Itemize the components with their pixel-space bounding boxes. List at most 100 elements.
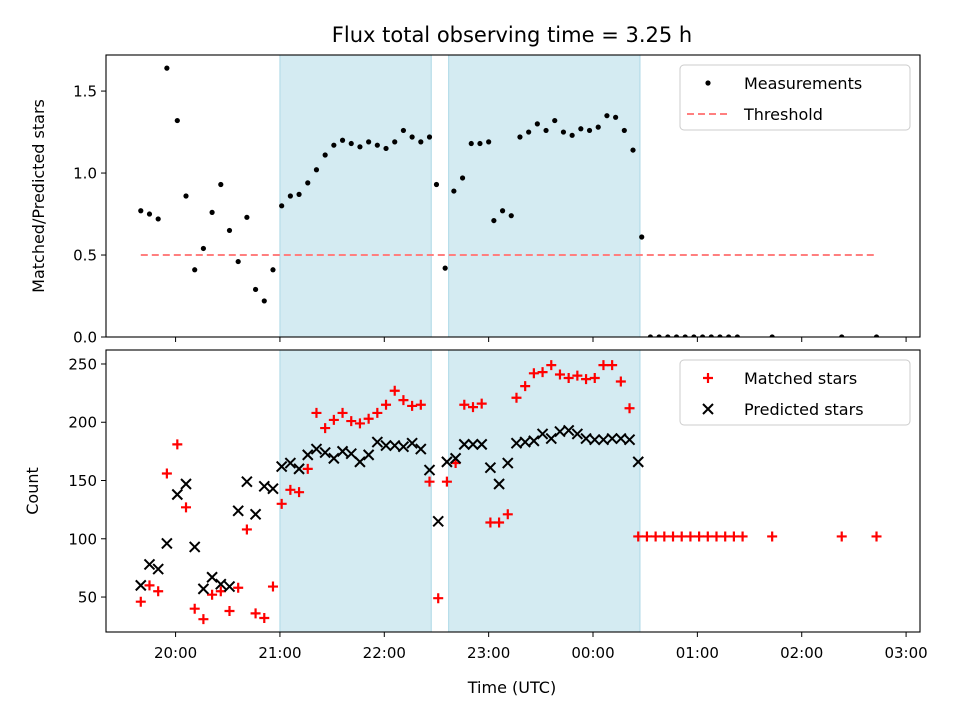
matched-stars-point-53 xyxy=(598,360,609,371)
matched-stars-point-64 xyxy=(694,531,705,542)
predicted-stars-point-20 xyxy=(310,443,323,455)
x-tick-label-6: 02:00 xyxy=(780,644,823,662)
measurements-point-41 xyxy=(491,217,497,224)
top-plot-area xyxy=(138,65,880,337)
measurements-point-55 xyxy=(613,114,619,120)
predicted-stars-point-3 xyxy=(161,537,173,550)
measurements-point-8 xyxy=(209,209,215,215)
matched-stars-point-39 xyxy=(476,398,487,409)
matched-stars-point-49 xyxy=(563,372,574,383)
measurements-point-34 xyxy=(433,181,440,188)
x-axis-label: Time (UTC) xyxy=(467,678,556,697)
matched-stars-point-16 xyxy=(276,498,287,509)
predicted-stars-point-23 xyxy=(336,445,349,458)
matched-stars-point-50 xyxy=(572,370,583,381)
matched-stars-point-2 xyxy=(153,586,164,597)
matched-stars-point-41 xyxy=(494,517,505,528)
bottom-plot-area xyxy=(135,360,882,625)
matched-stars-point-10 xyxy=(224,606,235,617)
predicted-stars-legend-label: Predicted stars xyxy=(744,400,864,419)
measurements-point-72 xyxy=(873,334,880,337)
predicted-stars-point-27 xyxy=(371,436,384,448)
predicted-stars-point-19 xyxy=(302,449,314,461)
measurements-point-3 xyxy=(164,65,170,71)
measurements-point-33 xyxy=(426,134,433,140)
matched-stars-point-72 xyxy=(871,531,882,542)
x-tick-label-2: 22:00 xyxy=(363,644,406,662)
matched-stars-point-21 xyxy=(320,423,331,434)
matched-stars-point-70 xyxy=(767,531,778,542)
matched-stars-point-46 xyxy=(537,367,548,378)
measurements-point-19 xyxy=(305,180,311,186)
bottom-y-tick-label-4: 250 xyxy=(68,355,97,373)
matched-stars-point-5 xyxy=(181,502,192,513)
matched-stars-point-44 xyxy=(520,381,531,392)
predicted-stars-point-21 xyxy=(319,446,331,459)
measurements-point-60 xyxy=(656,334,662,337)
measurements-point-50 xyxy=(569,132,575,138)
matched-stars-point-17 xyxy=(285,484,296,495)
predicted-stars-point-31 xyxy=(406,437,418,449)
matched-stars-point-20 xyxy=(311,407,322,418)
predicted-stars-point-25 xyxy=(354,456,366,468)
matched-stars-point-15 xyxy=(267,581,278,592)
bottom-y-tick-label-0: 50 xyxy=(78,589,97,607)
top-panel: 0.0 0.5 1.0 1.5 Matched/Predicted stars Measu… xyxy=(29,54,921,347)
measurements-point-70 xyxy=(769,334,775,337)
predicted-stars-point-4 xyxy=(171,488,184,501)
measurements-point-43 xyxy=(508,213,514,219)
matched-stars-point-58 xyxy=(641,531,652,542)
predicted-stars-point-47 xyxy=(545,432,557,445)
measurements-point-21 xyxy=(322,152,328,158)
matched-stars-point-66 xyxy=(711,531,722,542)
bottom-y-tick-label-3: 200 xyxy=(68,414,97,432)
matched-stars-point-18 xyxy=(294,487,305,498)
matched-stars-point-47 xyxy=(546,360,557,371)
predicted-stars-point-1 xyxy=(143,558,156,571)
measurements-legend-label: Measurements xyxy=(744,74,862,93)
measurements-point-30 xyxy=(400,127,407,134)
matched-stars-point-29 xyxy=(389,385,400,396)
predicted-stars-point-10 xyxy=(223,580,236,593)
measurements-point-20 xyxy=(313,167,320,173)
measurements-point-36 xyxy=(451,188,457,194)
measurements-point-71 xyxy=(839,334,845,337)
top-y-tick-label-2: 1.0 xyxy=(73,165,97,183)
matched-stars-point-0 xyxy=(135,596,146,607)
matched-stars-point-60 xyxy=(659,531,670,542)
measurements-point-54 xyxy=(604,113,610,119)
measurements-point-37 xyxy=(459,175,466,181)
predicted-stars-point-11 xyxy=(232,505,244,517)
bottom-y-tick-label-1: 100 xyxy=(68,530,97,548)
matched-stars-point-48 xyxy=(554,369,565,380)
matched-stars-point-68 xyxy=(728,531,739,542)
measurements-point-64 xyxy=(691,334,697,337)
matched-stars-point-35 xyxy=(441,476,452,487)
predicted-stars-point-41 xyxy=(493,478,505,490)
predicted-stars-point-56 xyxy=(623,434,636,446)
measurements-point-29 xyxy=(392,139,398,145)
shaded-interval-top-1 xyxy=(448,54,641,338)
chart-title: Flux total observing time = 3.25 h xyxy=(332,23,692,47)
matched-stars-point-30 xyxy=(398,395,409,406)
measurements-point-45 xyxy=(526,129,532,135)
predicted-stars-point-45 xyxy=(528,435,540,447)
measurements-point-66 xyxy=(708,334,714,337)
predicted-stars-point-18 xyxy=(293,463,305,475)
matched-stars-point-52 xyxy=(589,372,600,383)
predicted-stars-point-2 xyxy=(152,563,164,575)
x-tick-label-4: 00:00 xyxy=(571,644,614,662)
matched-stars-point-19 xyxy=(302,463,313,474)
matched-stars-point-69 xyxy=(737,531,748,542)
measurements-point-11 xyxy=(235,258,241,265)
measurements-point-42 xyxy=(499,208,506,214)
matched-stars-point-7 xyxy=(198,614,209,625)
predicted-stars-point-32 xyxy=(415,443,427,455)
measurements-point-57 xyxy=(630,147,636,153)
matched-stars-point-6 xyxy=(189,603,200,614)
bottom-y-axis-label: Count xyxy=(23,467,42,515)
measurements-point-27 xyxy=(374,142,380,148)
matched-stars-point-23 xyxy=(337,407,348,418)
matched-stars-point-67 xyxy=(720,531,731,542)
